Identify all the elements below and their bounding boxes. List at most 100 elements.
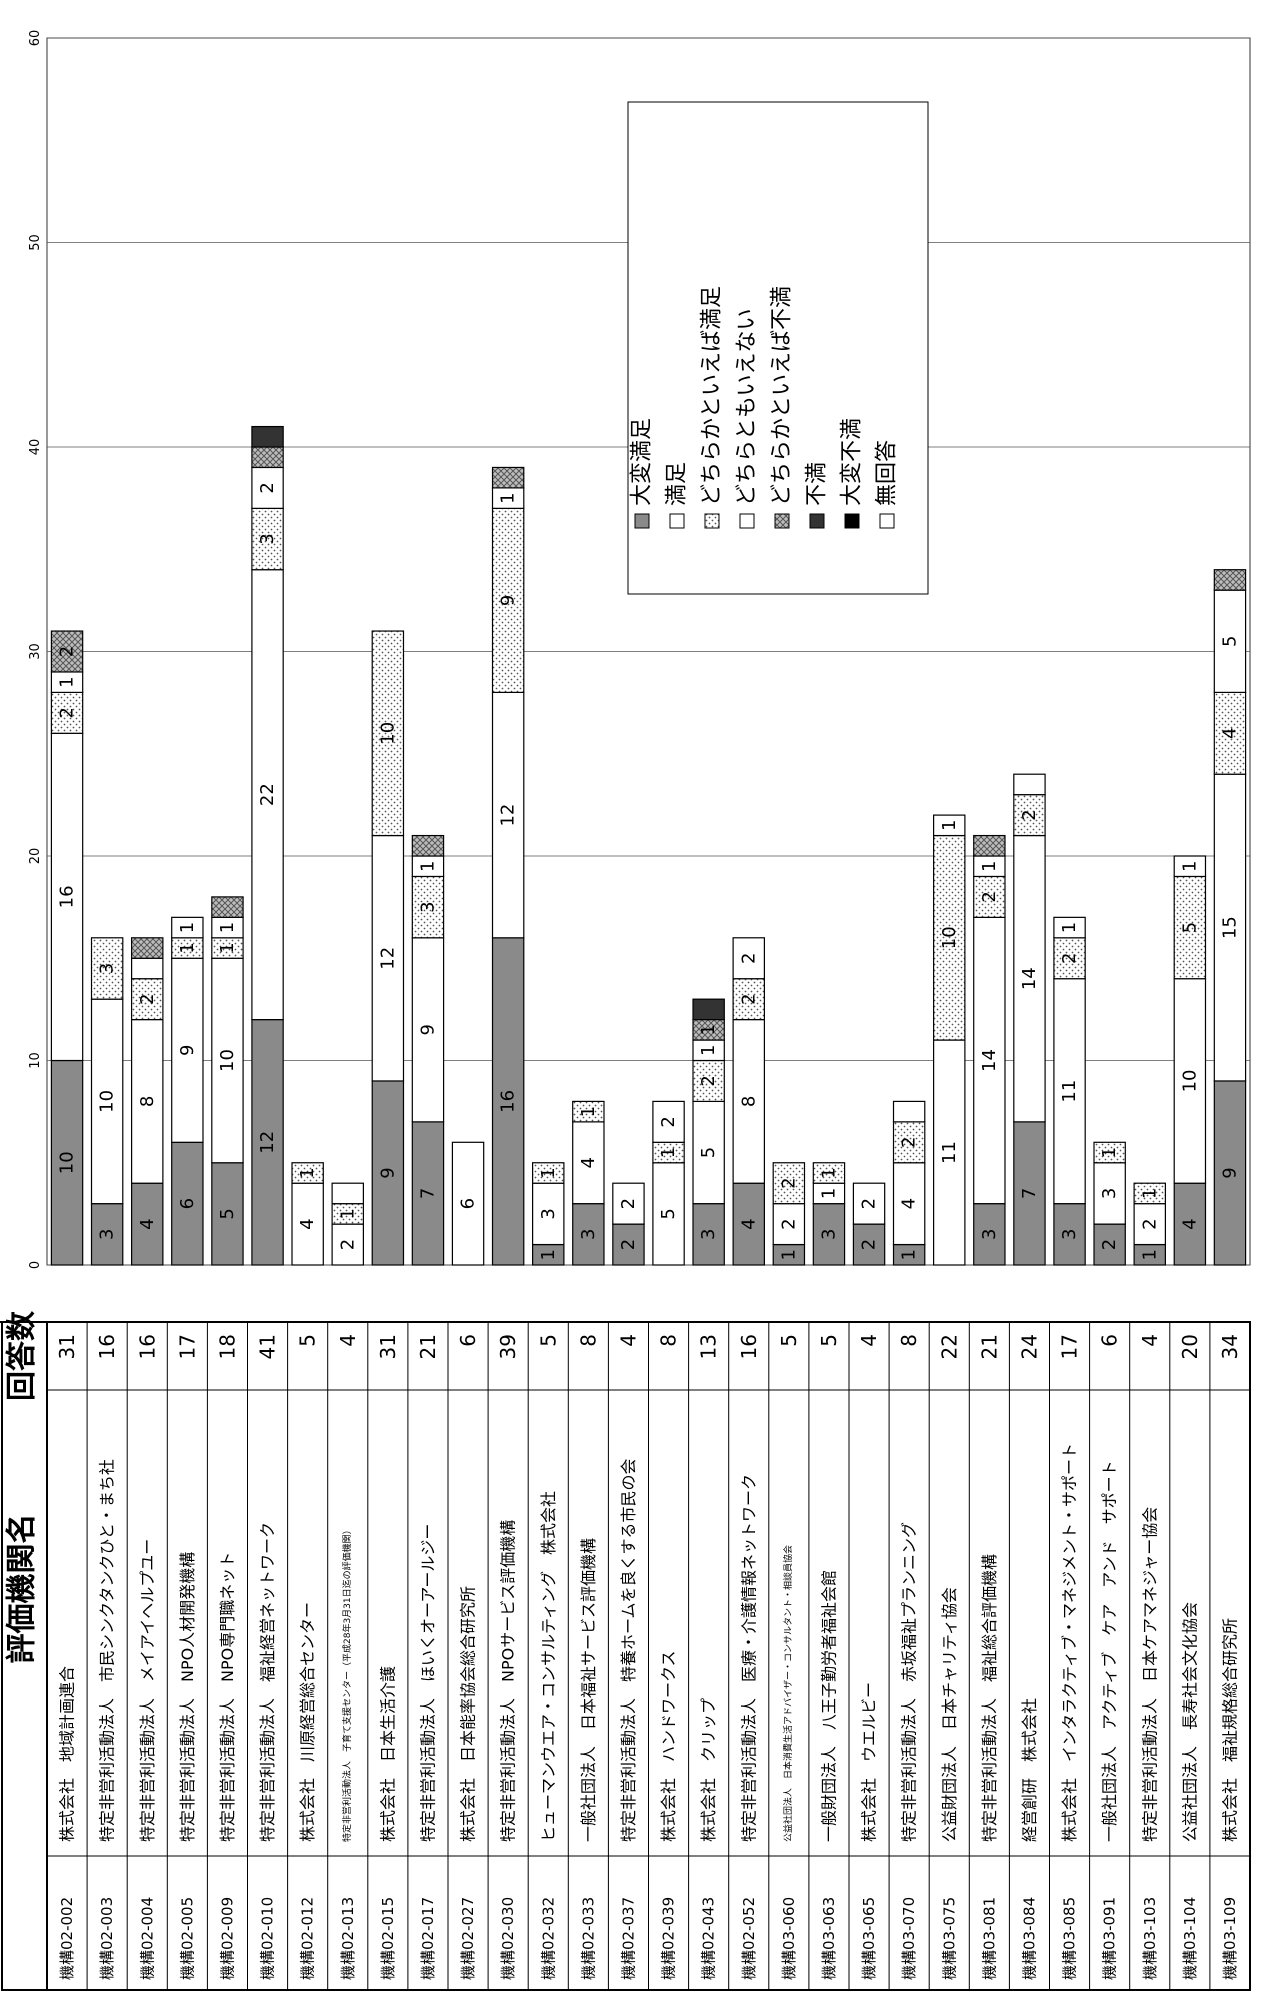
bar-segment: [50, 630, 84, 673]
table-name: 株式会社 インタラクティブ・マネジメント・サポート: [1060, 1443, 1079, 1842]
table-name: ヒューマンウエア・コンサルティング 株式会社: [539, 1491, 558, 1842]
bar-segment: [331, 1223, 364, 1266]
table-count: 41: [256, 1334, 280, 1359]
data-label: 2: [698, 1075, 719, 1086]
data-label: 1: [297, 1167, 318, 1178]
bar-group: 1 3 1: [532, 1162, 565, 1266]
bar-segment: [1093, 1223, 1126, 1266]
table-name: 一般財団法人 八王子勤労者福祉会館: [819, 1570, 838, 1842]
bar-segment: [1213, 691, 1247, 775]
data-label: 10: [97, 1090, 118, 1113]
table-count: 4: [336, 1334, 360, 1347]
bar-segment: [251, 507, 284, 571]
legend-swatch: [879, 513, 895, 529]
data-label: 1: [1139, 1188, 1160, 1199]
data-label: 2: [257, 482, 278, 493]
bar-group: 6: [451, 1141, 485, 1266]
bar-segment: [532, 1162, 565, 1184]
data-label: 1: [538, 1249, 559, 1260]
bar-group: 16 12 9 1: [491, 466, 525, 1266]
bar-segment: [732, 937, 765, 980]
table-code: 機構02-027: [459, 1897, 477, 1980]
table-code: 機構03-081: [980, 1897, 998, 1980]
table-count: 20: [1178, 1334, 1202, 1359]
table-count: 31: [376, 1334, 400, 1359]
data-label: 1: [538, 1167, 559, 1178]
data-label: 1: [1099, 1147, 1120, 1158]
table-count: 17: [175, 1334, 199, 1359]
bar-group: 1 2 1: [1133, 1182, 1166, 1266]
table-count: 13: [697, 1334, 721, 1359]
bar-segment: [1213, 569, 1247, 591]
table-code: 機構02-030: [499, 1897, 517, 1980]
data-label: 1: [979, 860, 1000, 871]
bar-segment: [131, 1182, 164, 1266]
bar-segment: [131, 978, 164, 1021]
table-count: 34: [1218, 1334, 1242, 1359]
table-code: 機構03-070: [900, 1897, 918, 1980]
table-code: 機構02-012: [299, 1897, 317, 1980]
bar-segment: [973, 916, 1006, 1205]
data-label: 2: [738, 993, 759, 1004]
bar-segment: [852, 1182, 886, 1225]
bar-segment: [371, 834, 405, 1082]
bar-segment: [772, 1162, 806, 1205]
bar-segment: [1173, 875, 1207, 980]
bar-segment: [612, 1182, 645, 1225]
data-label: 2: [337, 1239, 358, 1250]
data-label: 4: [1179, 1218, 1200, 1229]
bar-group: 9 15 4 5: [1213, 569, 1247, 1266]
bar-group: 3 14 2 1: [973, 834, 1006, 1266]
bar-segment: [652, 1100, 685, 1143]
bar-group: 5 1 2: [652, 1100, 685, 1266]
table-count: 18: [215, 1334, 239, 1359]
data-label: 1: [698, 1024, 719, 1035]
bar-segment: [211, 896, 244, 918]
bar-group: 1 2 2: [772, 1162, 806, 1266]
table-name: 特定非営利活動法人 赤坂福祉プランニング: [900, 1522, 919, 1842]
table-name: 特定非営利活動法人 ほいくオーアールジー: [418, 1524, 437, 1842]
data-label: 3: [1059, 1229, 1080, 1240]
bar-segment: [1173, 855, 1207, 878]
data-label: 9: [498, 595, 519, 606]
bar-segment: [131, 937, 164, 959]
data-label: 3: [257, 533, 278, 544]
data-label: 1: [217, 922, 238, 933]
bar-segment: [892, 1121, 926, 1164]
table-name: 公益社団法人 長寿社会文化協会: [1180, 1602, 1199, 1842]
data-label: 10: [939, 926, 960, 949]
data-label: 4: [1219, 728, 1240, 739]
bar-segment: [612, 1223, 645, 1266]
tick-label: 30: [28, 643, 43, 660]
bar-segment: [1013, 794, 1046, 837]
table-code: 機構02-002: [58, 1897, 76, 1980]
data-label: 12: [257, 1131, 278, 1154]
bar-segment: [411, 937, 445, 1123]
table-count: 8: [897, 1334, 921, 1347]
data-label: 6: [458, 1198, 479, 1209]
data-label: 10: [57, 1151, 78, 1174]
table-name: 株式会社 日本能率協会総合研究所: [459, 1586, 478, 1842]
table-count: 17: [1058, 1334, 1082, 1359]
bar-segment: [732, 1018, 765, 1184]
data-label: 3: [979, 1229, 1000, 1240]
table-name: 経営創研 株式会社: [1020, 1698, 1039, 1842]
bar-group: 9 12 10: [371, 630, 405, 1266]
data-label: 9: [1219, 1167, 1240, 1178]
data-label: 5: [658, 1208, 679, 1219]
data-label: 10: [1179, 1069, 1200, 1092]
bar-segment: [371, 1080, 405, 1266]
data-label: 1: [818, 1188, 839, 1199]
bar-segment: [572, 1203, 605, 1266]
table-code: 機構02-032: [539, 1897, 557, 1980]
table-name: 特定非営利活動法人 NPO専門職ネット: [218, 1552, 237, 1842]
table-name: 一般社団法人 日本福祉サービス評価機構: [579, 1538, 598, 1842]
bar-segment: [1013, 773, 1046, 796]
bar-segment: [411, 1121, 445, 1266]
bar-group: 7 9 3 1: [411, 834, 445, 1266]
legend-swatch: [704, 513, 720, 529]
table-count: 24: [1017, 1334, 1041, 1359]
data-label: 1: [498, 492, 519, 503]
table-code: 機構03-060: [780, 1897, 798, 1980]
table-name: 株式会社 クリップ: [699, 1698, 718, 1842]
